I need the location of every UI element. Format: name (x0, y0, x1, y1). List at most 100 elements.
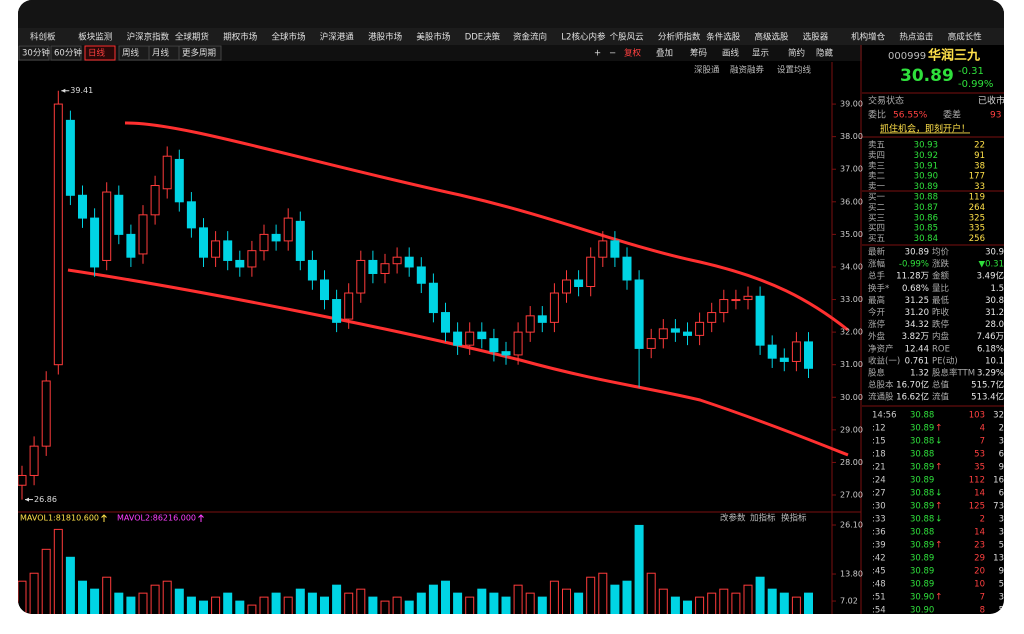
period-label[interactable]: 更多周期 (182, 48, 216, 59)
nav-item[interactable]: 美股市场 (416, 32, 450, 43)
nav-item[interactable]: 科创板 (30, 32, 56, 43)
candle-body (162, 155, 172, 190)
tick-volume: 125 (969, 502, 985, 512)
chart-tab[interactable]: 融资融券 (730, 65, 765, 76)
nav-item[interactable]: 沪深港通 (320, 32, 355, 43)
candle-body (428, 282, 438, 314)
tick-direction: ↑ (935, 463, 943, 473)
nav-item[interactable]: 选股器 (803, 32, 829, 43)
nav-item[interactable]: DDE决策 (465, 32, 501, 43)
stat-value: 11.28万 (896, 272, 929, 282)
volume-bar (465, 596, 475, 614)
volume-bar (513, 584, 523, 614)
volume-bar (295, 588, 305, 614)
stat-value: 12.44 (905, 344, 929, 354)
nav-item[interactable]: 分析师指数 (658, 32, 701, 43)
stat-value: 0.761 (905, 356, 929, 366)
tick-time: :42 (872, 554, 886, 564)
nav-item[interactable]: 条件选股 (706, 32, 741, 43)
nav-item[interactable]: 全球市场 (272, 32, 306, 43)
candle-body (307, 259, 317, 281)
nav-item[interactable]: L2核心内参 (561, 32, 606, 43)
tool-button[interactable]: 隐藏 (816, 48, 834, 59)
nav-item[interactable]: 板块监测 (78, 32, 112, 43)
volume-bar (223, 592, 233, 614)
book-price: 30.93 (914, 141, 938, 151)
stat-label: 流通股 (868, 392, 894, 403)
stat-label: 跌停 (932, 319, 950, 330)
volume-bar (707, 592, 717, 614)
candle-body (65, 119, 75, 196)
tool-button[interactable]: 筹码 (690, 48, 707, 59)
candle-body (683, 331, 692, 336)
tick-direction: ↓ (935, 489, 943, 499)
candle-body (562, 279, 571, 294)
period-label[interactable]: 月线 (152, 48, 170, 59)
stat-label: 总手 (868, 271, 886, 282)
indicator-button[interactable]: 换指标 (781, 513, 807, 524)
volume-bar (586, 576, 596, 614)
tool-button[interactable]: 叠加 (656, 48, 673, 59)
nav-item[interactable]: 期权市场 (223, 32, 257, 43)
nav-item[interactable]: 个股风云 (610, 33, 645, 43)
period-label[interactable]: 周线 (122, 48, 140, 59)
nav-item[interactable]: 高成长性 (948, 32, 983, 43)
period-label[interactable]: 60分钟 (54, 48, 82, 59)
period-button[interactable] (84, 45, 116, 61)
nav-item[interactable]: 资金流向 (513, 32, 547, 43)
chart-tab[interactable]: 设置均线 (777, 65, 812, 76)
annotation-label: 39.41 (70, 86, 93, 95)
tool-button[interactable]: − (609, 49, 616, 59)
period-button[interactable] (50, 45, 82, 61)
tick-price: 30.90 (910, 606, 934, 615)
stat-value: 3.82万 (902, 332, 929, 342)
tick-time: :27 (872, 489, 886, 499)
annotation-label: 26.86 (34, 495, 57, 504)
indicator-button[interactable]: 加指标 (750, 513, 776, 524)
tool-button[interactable]: 复权 (624, 48, 642, 59)
candle-body (41, 380, 51, 447)
candle-body (356, 259, 366, 294)
legend-entry: MAVOL1:81810.600 (20, 514, 99, 523)
book-volume: 335 (969, 224, 985, 234)
volume-bar (404, 600, 414, 614)
tick-count: 6 (999, 489, 1004, 499)
nav-item[interactable]: 机构增仓 (851, 32, 886, 43)
period-button[interactable] (178, 45, 222, 61)
tool-button[interactable]: + (594, 49, 601, 59)
period-label[interactable]: 日线 (88, 48, 106, 59)
stat-label: 最低 (932, 295, 950, 306)
nav-bar (18, 28, 1004, 45)
stat-label: 流值 (932, 392, 950, 403)
volume-bar (416, 592, 426, 614)
y-tick-label: 37.00 (840, 165, 863, 174)
chart-tab[interactable]: 深股通 (694, 65, 720, 76)
promo-link[interactable]: 抓住机会，即刻开户！ (880, 123, 970, 135)
stat-value: 31.20 (905, 308, 929, 318)
nav-item[interactable]: 港股市场 (368, 32, 402, 43)
book-volume: 22 (974, 141, 985, 151)
stat-label: 外盘 (868, 331, 886, 342)
tool-button[interactable]: 简约 (788, 48, 805, 59)
volume-bar (307, 592, 317, 614)
tick-time: 14:56 (872, 411, 897, 421)
volume-bar (162, 580, 172, 614)
y-tick-label: 36.00 (840, 197, 863, 206)
tick-count: 73 (993, 502, 1004, 512)
period-button[interactable] (18, 45, 50, 61)
stat-value: 515.7亿 (971, 380, 1004, 391)
nav-item[interactable]: 热点追击 (899, 32, 933, 43)
nav-item[interactable]: 全球期货 (175, 32, 210, 43)
period-label[interactable]: 30分钟 (22, 48, 50, 59)
tool-button[interactable]: 画线 (722, 48, 740, 59)
volume-bar (53, 528, 63, 614)
indicator-button[interactable]: 改参数 (720, 513, 746, 524)
candle-body (259, 233, 269, 252)
nav-item[interactable]: 高级选股 (755, 32, 790, 43)
volume-bar (719, 588, 729, 614)
tick-volume: 112 (969, 476, 985, 486)
tool-button[interactable]: 显示 (752, 49, 769, 59)
nav-item[interactable]: 沪深京指数 (127, 32, 170, 43)
volume-bar (199, 600, 208, 614)
stat-value: -0.99% (899, 260, 929, 270)
